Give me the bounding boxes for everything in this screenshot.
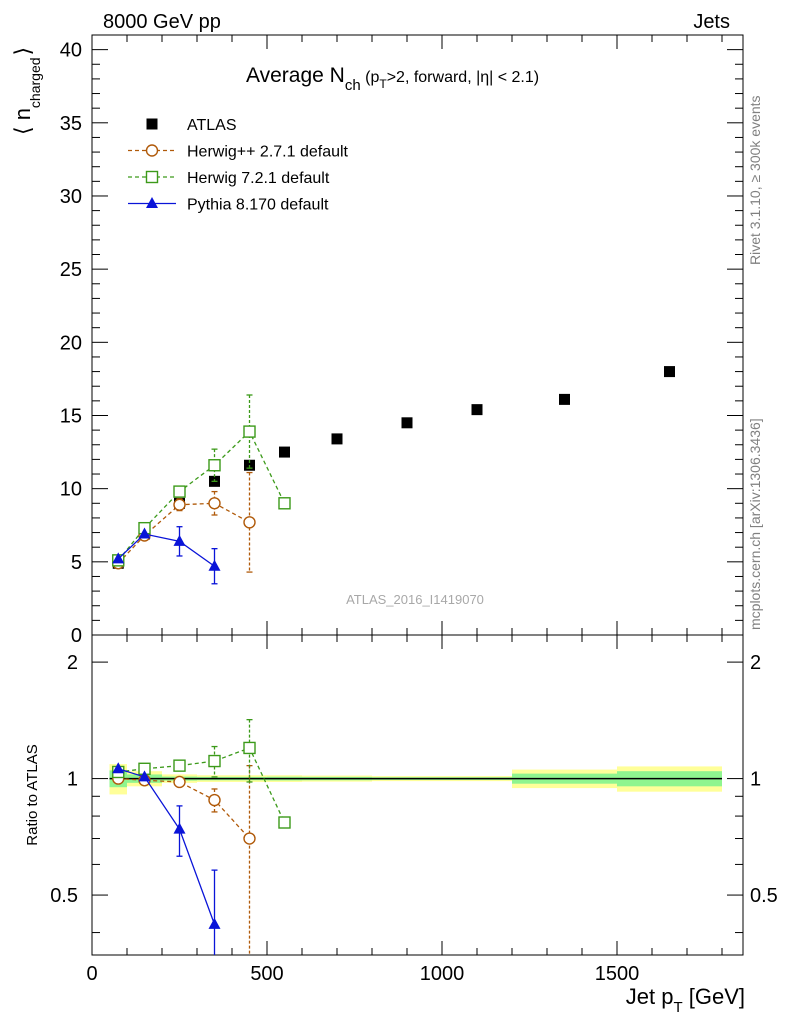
x-tick-label-500: 500 xyxy=(250,963,283,985)
ratio-point-0-4 xyxy=(243,832,256,845)
main-series-3 xyxy=(112,526,221,585)
main-point-0-10 xyxy=(664,366,675,378)
main-point-1-2 xyxy=(173,498,186,511)
main-point-1-3 xyxy=(208,497,221,510)
legend-marker-0 xyxy=(146,118,158,130)
ratio-series-2 xyxy=(112,762,221,955)
main-point-0-7 xyxy=(401,417,413,429)
main-point-2-5 xyxy=(278,497,291,510)
ratio-y-tick-label-right-1: 1 xyxy=(750,769,761,791)
ratio-y-tick-label-0.5: 0.5 xyxy=(50,885,78,907)
main-point-2-3 xyxy=(208,459,221,472)
y-tick-label-5: 5 xyxy=(71,552,82,574)
rivet-label: Rivet 3.1.10, ≥ 300k events xyxy=(747,95,763,265)
axis-tick-labels: 0 500 1000 1500 0 5 10 15 20 25 30 35 40 0.5 0.5 1 1 2 2 xyxy=(50,40,778,985)
ratio-point-2-1 xyxy=(138,770,151,782)
legend-entry-3: Pythia 8.170 default xyxy=(128,197,329,214)
legend-entry-1: Herwig++ 2.7.1 default xyxy=(128,144,349,161)
y-tick-label-15: 15 xyxy=(60,405,82,427)
y-tick-label-20: 20 xyxy=(60,332,82,354)
y-tick-label-10: 10 xyxy=(60,479,82,501)
x-tick-label-1500: 1500 xyxy=(595,963,640,985)
y-tick-label-40: 40 xyxy=(60,40,82,62)
y-tick-label-25: 25 xyxy=(60,259,82,281)
legend-label-2: Herwig 7.2.1 default xyxy=(187,170,330,187)
main-series-line-1 xyxy=(117,502,250,564)
main-point-0-5 xyxy=(279,446,290,458)
mcplots-label: mcplots.cern.ch [arXiv:1306.3436] xyxy=(747,418,763,630)
ratio-y-tick-label-right-2: 2 xyxy=(750,652,761,674)
main-point-3-0 xyxy=(112,552,125,564)
ratio-frame xyxy=(91,634,744,956)
legend-label-1: Herwig++ 2.7.1 default xyxy=(187,144,349,161)
legend-marker-2 xyxy=(145,170,159,184)
ratio-point-1-3 xyxy=(208,754,221,768)
main-point-3-1 xyxy=(138,527,151,539)
data-series xyxy=(112,366,675,955)
x-tick-label-1000: 1000 xyxy=(420,963,465,985)
watermark: ATLAS_2016_I1419070 xyxy=(346,592,484,607)
y-axis-label: ⟨ ncharged⟩ xyxy=(10,47,43,135)
ratio-y-tick-label-1: 1 xyxy=(67,769,78,791)
y-tick-label-30: 30 xyxy=(60,186,82,208)
main-point-0-8 xyxy=(471,404,483,416)
main-point-3-2 xyxy=(173,534,186,546)
ratio-y-tick-label-right-0.5: 0.5 xyxy=(750,885,778,907)
axis-ticks xyxy=(91,34,743,955)
ratio-point-2-0 xyxy=(112,762,125,774)
main-point-1-4 xyxy=(243,516,256,529)
ratio-series-0 xyxy=(112,764,256,955)
ratio-series-1 xyxy=(112,719,291,829)
y-tick-label-0: 0 xyxy=(71,625,82,647)
legend: ATLAS Herwig++ 2.7.1 default Herwig 7.2.1 … xyxy=(128,117,349,214)
ratio-point-0-3 xyxy=(208,793,221,807)
ratio-series-line-0 xyxy=(118,777,250,839)
process-label: Jets xyxy=(693,11,730,33)
chart-title: Average Nch (pT>2, forward, |η| < 2.1) xyxy=(246,64,539,94)
main-point-0-9 xyxy=(559,393,570,405)
energy-label: 8000 GeV pp xyxy=(103,11,221,33)
main-series-0 xyxy=(112,366,675,569)
main-point-3-3 xyxy=(208,559,221,571)
legend-entry-2: Herwig 7.2.1 default xyxy=(128,170,330,187)
ratio-point-2-2 xyxy=(173,822,186,834)
main-point-2-2 xyxy=(173,485,186,498)
main-series-line-3 xyxy=(117,533,215,567)
ratio-point-1-4 xyxy=(243,741,256,755)
legend-label-0: ATLAS xyxy=(187,117,237,134)
legend-marker-3 xyxy=(146,197,158,208)
ratio-y-tick-label-2: 2 xyxy=(67,652,78,674)
main-series-line-2 xyxy=(117,430,286,561)
main-point-0-6 xyxy=(331,433,343,445)
x-axis-label: Jet pT [GeV] xyxy=(626,984,745,1016)
main-point-2-4 xyxy=(243,425,256,438)
ratio-series-line-2 xyxy=(118,768,216,925)
ratio-panel xyxy=(91,634,744,956)
legend-entry-0: ATLAS xyxy=(146,117,237,134)
legend-label-3: Pythia 8.170 default xyxy=(187,197,329,214)
legend-marker-1 xyxy=(145,144,159,157)
y-tick-label-35: 35 xyxy=(60,113,82,135)
ratio-uncertainty-bands xyxy=(109,764,722,795)
ratio-y-axis-label: Ratio to ATLAS xyxy=(24,744,41,845)
x-tick-label-0: 0 xyxy=(86,963,97,985)
ratio-point-1-2 xyxy=(173,759,186,772)
ratio-point-1-5 xyxy=(278,816,291,829)
ratio-point-2-3 xyxy=(208,917,221,929)
ratio-point-0-2 xyxy=(173,775,186,789)
